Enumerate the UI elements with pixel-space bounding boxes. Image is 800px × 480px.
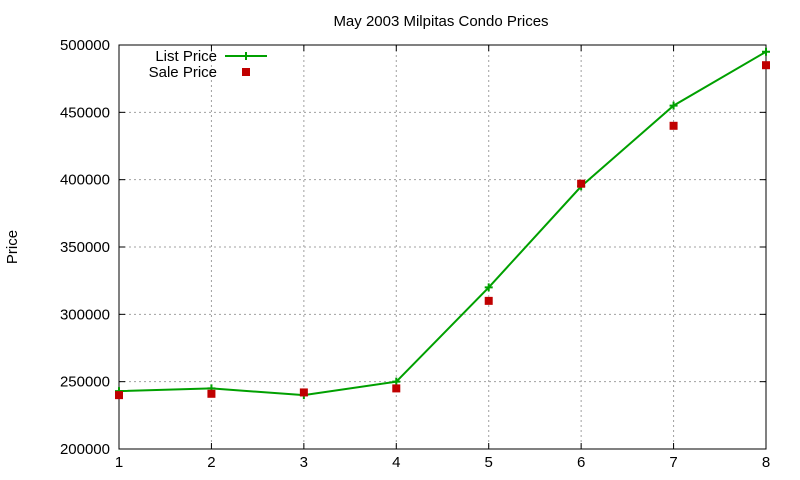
sale-price-point — [115, 391, 123, 400]
sale-price-point — [207, 389, 216, 398]
y-axis-label: Price — [4, 230, 21, 264]
y-tick-label: 200000 — [60, 441, 110, 458]
legend-label-sale-price: Sale Price — [149, 64, 217, 81]
list-price-point — [392, 377, 401, 386]
sale-price-point — [484, 296, 493, 305]
y-tick-label: 250000 — [60, 374, 110, 391]
x-tick-label: 3 — [300, 454, 308, 471]
axes: 200000 250000 300000 350000 400000 450000 5000… — [60, 37, 770, 471]
sale-price-point — [299, 388, 308, 397]
x-tick-label: 2 — [207, 454, 215, 471]
sale-price-point — [577, 179, 586, 188]
y-tick-label: 500000 — [60, 37, 110, 54]
x-tick-label: 4 — [392, 454, 400, 471]
x-tick-label: 6 — [577, 454, 585, 471]
series-layer — [115, 47, 770, 400]
list-price-point — [762, 47, 770, 56]
legend-marker-list-price — [242, 52, 250, 60]
list-price-point — [669, 101, 678, 110]
plot-frame — [118, 44, 767, 450]
x-tick-label: 5 — [485, 454, 493, 471]
x-tick-label: 7 — [669, 454, 677, 471]
sale-price-point — [669, 121, 678, 130]
list-price-line — [118, 50, 767, 397]
x-tick-label: 8 — [762, 454, 770, 471]
legend-marker-sale-price — [242, 68, 250, 76]
sale-price-point — [392, 384, 401, 393]
y-tick-label: 300000 — [60, 306, 110, 323]
chart-title: May 2003 Milpitas Condo Prices — [333, 13, 548, 30]
sale-price-point — [762, 61, 770, 70]
y-tick-label: 450000 — [60, 104, 110, 121]
x-tick-label: 1 — [115, 454, 123, 471]
legend-label-list-price: List Price — [155, 48, 217, 65]
y-tick-label: 400000 — [60, 172, 110, 189]
list-price-point — [484, 283, 493, 292]
y-tick-label: 350000 — [60, 239, 110, 256]
